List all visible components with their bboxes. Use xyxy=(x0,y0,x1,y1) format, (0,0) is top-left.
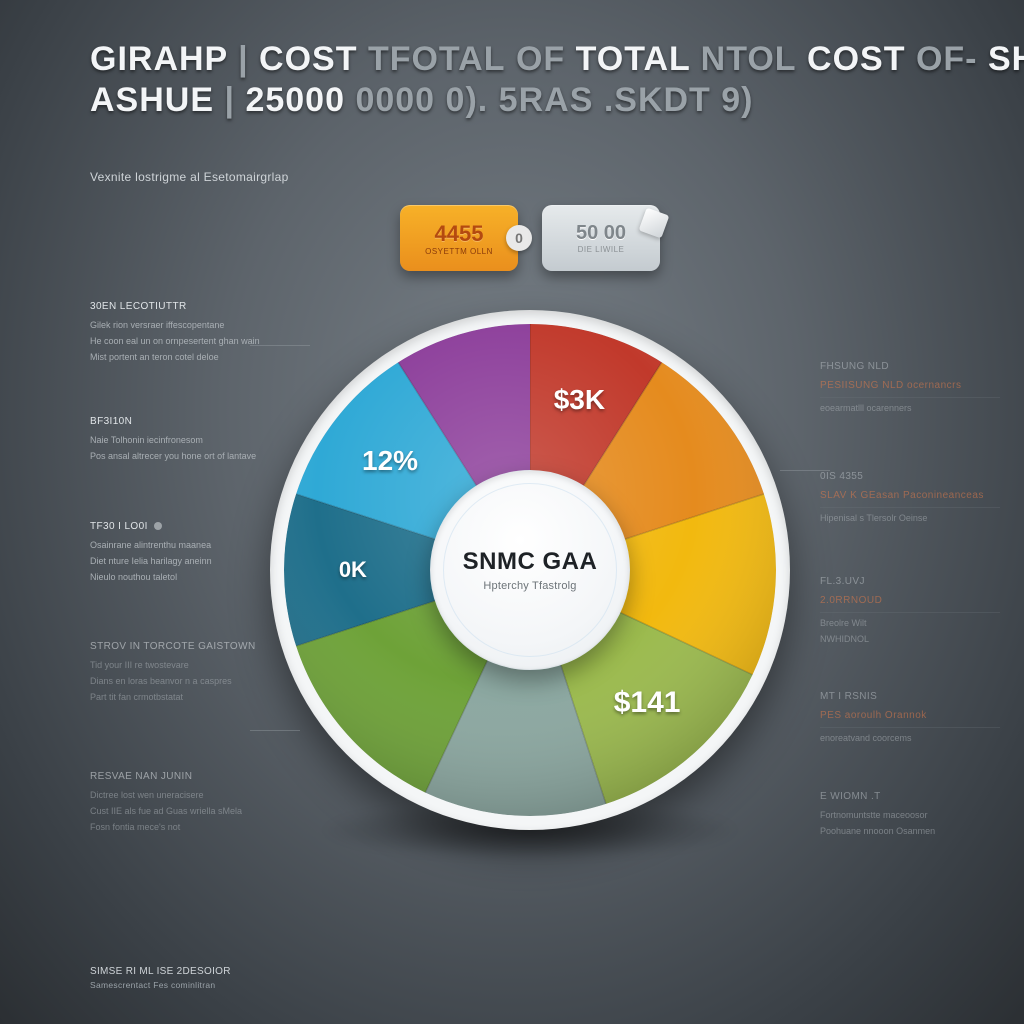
anno-heading: FHSUNG NLD xyxy=(820,360,1000,375)
t1f: NTOL xyxy=(701,40,797,78)
anno-line: Naie Tolhonin iecinfronesom xyxy=(90,434,280,447)
badge-grey-label: die LIWILE xyxy=(578,245,625,254)
donut-chart: SNMC GAA Hpterchy Tfastrolg $3K $141 0K 12% xyxy=(270,310,790,830)
anno-line: Pos ansal altrecer you hone ort of lanta… xyxy=(90,450,280,463)
badge-orange-label: OSYETTM OLLN xyxy=(425,247,493,256)
anno-heading: BF3I10N xyxy=(90,415,280,430)
slice-label: 12% xyxy=(362,445,418,477)
annotation-right: MT I RSNIS PES aoroulh Orannok enoreatvand… xyxy=(820,690,1000,748)
t1h: OF- xyxy=(916,40,978,78)
anno-line: NWHIDNOL xyxy=(820,633,1000,646)
page-title: GIRAHP | COST TFOTAL OF TOTAL NTOL COST … xyxy=(90,40,964,120)
anno-accent: PES aoroulh Orannok xyxy=(820,709,1000,724)
t1a: GIRAHP xyxy=(90,40,228,78)
anno-line: eoearmatlll ocarenners xyxy=(820,402,1000,415)
anno-heading: 0IS 4355 xyxy=(820,470,1000,485)
footer-line1: SIMSE RI ML ISE 2DESOIOR xyxy=(90,966,231,977)
t1d: OF xyxy=(516,40,565,78)
slice-label: 0K xyxy=(339,557,367,583)
annotation-left: Resvae nan Junin Dictree lost wen uneraci… xyxy=(90,770,280,837)
anno-line: Gilek rion versraer iffescopentane xyxy=(90,319,280,332)
anno-line: Osainrane alintrenthu maanea xyxy=(90,539,280,552)
anno-line: Fosn fontia mece's not xyxy=(90,821,280,834)
t2e: .SKDT 9) xyxy=(604,81,754,119)
annotation-left: Strov in torcote Gaistown Tid your III re… xyxy=(90,640,280,707)
anno-accent: PESIISUNG NLD ocernancrs xyxy=(820,379,1000,394)
anno-heading: TF30 I LO0I xyxy=(90,520,280,535)
anno-heading: 30en lecotiuttr xyxy=(90,300,280,315)
anno-accent: SLAV K GEasan Paconineanceas xyxy=(820,489,1000,504)
t1e: TOTAL xyxy=(576,40,691,78)
badge-orange-circle: 0 xyxy=(506,225,532,251)
annotation-left: 30en lecotiuttr Gilek rion versraer iffes… xyxy=(90,300,280,367)
anno-line: Nieulo nouthou taletol xyxy=(90,571,280,584)
t1i: SHARP xyxy=(988,40,1024,78)
anno-line: Fortnomuntstte maceoosor xyxy=(820,809,1000,822)
fold-icon xyxy=(639,208,670,239)
annotation-right: 0IS 4355 SLAV K GEasan Paconineanceas Hipe… xyxy=(820,470,1000,528)
anno-heading: Resvae nan Junin xyxy=(90,770,280,785)
anno-line: Mist portent an teron cotel deloe xyxy=(90,351,280,364)
subtitle: Vexnite lostrigme al Esetomairgrlap xyxy=(90,170,289,184)
badge-grey: 50 00 die LIWILE xyxy=(542,205,660,271)
top-badges: 4455 OSYETTM OLLN 0 50 00 die LIWILE xyxy=(400,205,660,271)
anno-heading: E WIOMN .T xyxy=(820,790,1000,805)
slice-label: $141 xyxy=(614,686,681,720)
anno-line: enoreatvand coorcems xyxy=(820,732,1000,745)
anno-line: Breolre Wilt xyxy=(820,617,1000,630)
anno-line: Poohuane nnooon Osanmen xyxy=(820,825,1000,838)
anno-line: He coon eal un on ornpesertent ghan wain xyxy=(90,335,280,348)
anno-line: Dictree lost wen uneracisere xyxy=(90,789,280,802)
t2c: 0000 0). xyxy=(355,81,488,119)
annotation-left: BF3I10N Naie Tolhonin iecinfronesom Pos an… xyxy=(90,415,280,466)
anno-line: Cust IIE als fue ad Guas wriella sMela xyxy=(90,805,280,818)
anno-line: Dians en loras beanvor n a caspres xyxy=(90,675,280,688)
t2a: ASHUE xyxy=(90,81,214,119)
anno-line: Part tit fan crmotbstatat xyxy=(90,691,280,704)
badge-grey-value: 50 00 xyxy=(576,222,626,245)
anno-heading: Strov in torcote Gaistown xyxy=(90,640,280,655)
t1c: TFOTAL xyxy=(368,40,506,78)
t2d: 5RAS xyxy=(499,81,594,119)
annotation-right: FL.3.UVJ 2.0RRNOUD Breolre Wilt NWHIDNOL xyxy=(820,575,1000,649)
slice-label: $3K xyxy=(554,384,605,416)
badge-orange-value: 4455 xyxy=(435,221,484,247)
badge-orange: 4455 OSYETTM OLLN 0 xyxy=(400,205,518,271)
footer-line2: Samescrentact Fes cominlitran xyxy=(90,980,231,990)
footer: SIMSE RI ML ISE 2DESOIOR Samescrentact F… xyxy=(90,966,231,990)
anno-line: Diet nture Ielia harilagy aneinn xyxy=(90,555,280,568)
leader-line xyxy=(250,730,300,731)
anno-heading: FL.3.UVJ xyxy=(820,575,1000,590)
annotation-left: TF30 I LO0I Osainrane alintrenthu maanea D… xyxy=(90,520,280,587)
annotation-right: FHSUNG NLD PESIISUNG NLD ocernancrs eoearm… xyxy=(820,360,1000,418)
anno-accent: 2.0RRNOUD xyxy=(820,594,1000,609)
donut-center: SNMC GAA Hpterchy Tfastrolg xyxy=(430,470,630,670)
t1b: COST xyxy=(259,40,357,78)
anno-line: Hipenisal s Tlersolr Oeinse xyxy=(820,512,1000,525)
annotation-right: E WIOMN .T Fortnomuntstte maceoosor Poohua… xyxy=(820,790,1000,841)
t2b: 25000 xyxy=(245,81,345,119)
anno-line: Tid your III re twostevare xyxy=(90,659,280,672)
anno-heading: MT I RSNIS xyxy=(820,690,1000,705)
t1g: COST xyxy=(807,40,905,78)
